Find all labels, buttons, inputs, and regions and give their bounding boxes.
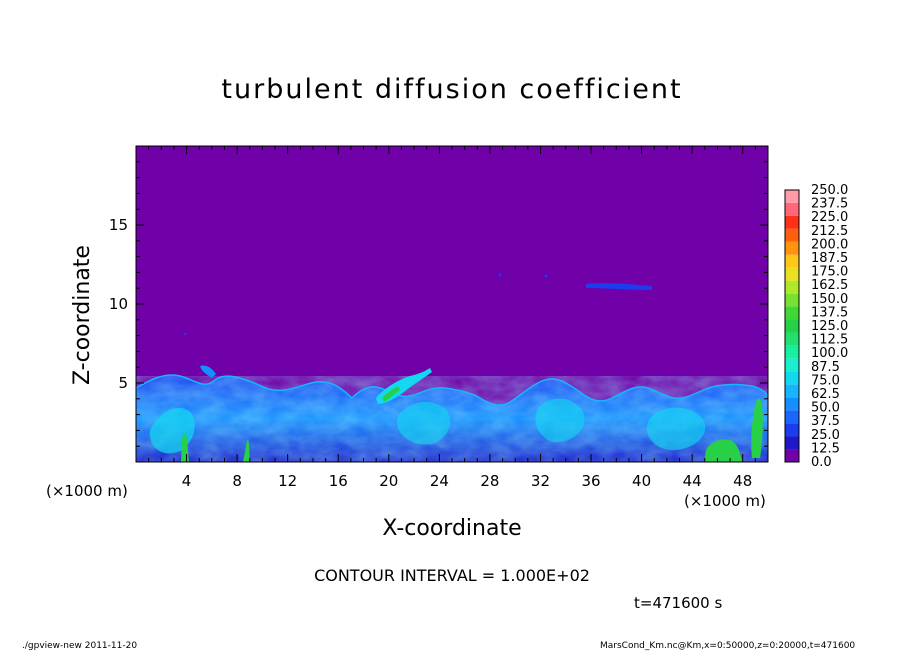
colorbar-swatch xyxy=(785,267,799,281)
time-label: t=471600 s xyxy=(634,594,723,612)
x-axis-label: X-coordinate xyxy=(382,516,522,541)
colorbar-swatch xyxy=(785,241,799,255)
colorbar-label: 150.0 xyxy=(811,292,848,307)
plume-right xyxy=(535,398,585,443)
colorbar-swatch xyxy=(785,319,799,333)
plume-tip-5 xyxy=(200,365,216,378)
y-axis-label: Z-coordinate xyxy=(70,245,95,385)
y-tick-label: 5 xyxy=(118,374,128,392)
x-tick-label: 24 xyxy=(430,472,449,490)
z-unit-label: (×1000 m) xyxy=(684,492,766,510)
colorbar-swatch xyxy=(785,293,799,307)
x-ticks: 4 8 12 16 20 24 28 32 36 40 44 48 xyxy=(148,146,756,490)
colorbar-swatch xyxy=(785,215,799,229)
colorbar-swatch xyxy=(785,436,799,450)
colorbar-label: 25.0 xyxy=(811,428,840,443)
colorbar-label: 137.5 xyxy=(811,305,848,320)
colorbar-swatch xyxy=(785,202,799,216)
colorbar-swatch xyxy=(785,410,799,424)
x-tick-label: 48 xyxy=(733,472,752,490)
green-patch-45 xyxy=(704,439,742,462)
green-filament-9 xyxy=(243,440,250,462)
x-tick-label: 12 xyxy=(278,472,297,490)
speck-upper-3 xyxy=(183,332,187,336)
x-tick-label: 36 xyxy=(581,472,600,490)
x-tick-label: 4 xyxy=(182,472,192,490)
x-tick-label: 40 xyxy=(632,472,651,490)
field-area xyxy=(136,146,768,462)
colorbar-label: 87.5 xyxy=(811,360,840,375)
colorbar-frame xyxy=(784,189,800,463)
footer-source: MarsCond_Km.nc@Km,x=0:50000,z=0:20000,t=… xyxy=(600,641,856,651)
x-tick-label: 32 xyxy=(531,472,550,490)
colorbar-label: 200.0 xyxy=(811,237,848,252)
plume-mid xyxy=(396,401,451,445)
colorbar-swatch xyxy=(785,358,799,372)
colorbar-label: 225.0 xyxy=(811,210,848,225)
colorbar-swatch xyxy=(785,371,799,385)
boundary-layer-edge xyxy=(136,374,768,406)
colorbar-swatch xyxy=(785,254,799,268)
colorbar-label: 125.0 xyxy=(811,319,848,334)
speck-upper-2 xyxy=(544,274,548,278)
x-unit-label: (×1000 m) xyxy=(46,482,128,500)
colorbar-swatch xyxy=(785,190,799,203)
colorbar-label: 50.0 xyxy=(811,401,840,416)
colorbar-label: 187.5 xyxy=(811,251,848,266)
colorbar-swatch xyxy=(785,332,799,346)
colorbar-swatch xyxy=(785,228,799,242)
colorbar-label: 62.5 xyxy=(811,387,840,402)
colorbar-swatch xyxy=(785,423,799,437)
chart-title: turbulent diffusion coefficient xyxy=(221,74,683,105)
streak-upper xyxy=(586,283,652,290)
colorbar-label: 37.5 xyxy=(811,414,840,429)
colorbar-label: 100.0 xyxy=(811,346,848,361)
colorbar-label: 175.0 xyxy=(811,265,848,280)
contour-interval-label: CONTOUR INTERVAL = 1.000E+02 xyxy=(314,566,590,585)
colorbar-swatch xyxy=(785,397,799,411)
colorbar-label: 112.5 xyxy=(811,333,848,348)
x-tick-label: 20 xyxy=(379,472,398,490)
colorbar-swatch xyxy=(785,449,799,462)
x-tick-label: 8 xyxy=(232,472,242,490)
colorbar: 0.012.525.037.550.062.575.087.5100.0112.… xyxy=(784,183,848,470)
x-tick-label: 28 xyxy=(480,472,499,490)
colorbar-label: 250.0 xyxy=(811,183,848,198)
colorbar-label: 0.0 xyxy=(811,455,832,470)
green-streak-20 xyxy=(382,386,400,402)
colorbar-label: 212.5 xyxy=(811,224,848,239)
footer-program: ./gpview-new 2011-11-20 xyxy=(22,641,138,651)
colorbar-swatch xyxy=(785,306,799,320)
y-tick-label: 15 xyxy=(109,216,128,234)
colorbar-swatch xyxy=(785,384,799,398)
colorbar-label: 162.5 xyxy=(811,278,848,293)
plume-far-right xyxy=(646,407,706,451)
colorbar-swatch xyxy=(785,345,799,359)
green-filament-49 xyxy=(751,398,763,458)
colorbar-label: 237.5 xyxy=(811,197,848,212)
colorbar-swatch xyxy=(785,280,799,294)
y-ticks: 5 10 15 xyxy=(109,161,768,447)
colorbar-label: 75.0 xyxy=(811,373,840,388)
x-tick-label: 16 xyxy=(329,472,348,490)
speck-upper-1 xyxy=(498,273,502,277)
y-tick-label: 10 xyxy=(109,295,128,313)
colorbar-label: 12.5 xyxy=(811,441,840,456)
x-tick-label: 44 xyxy=(683,472,702,490)
